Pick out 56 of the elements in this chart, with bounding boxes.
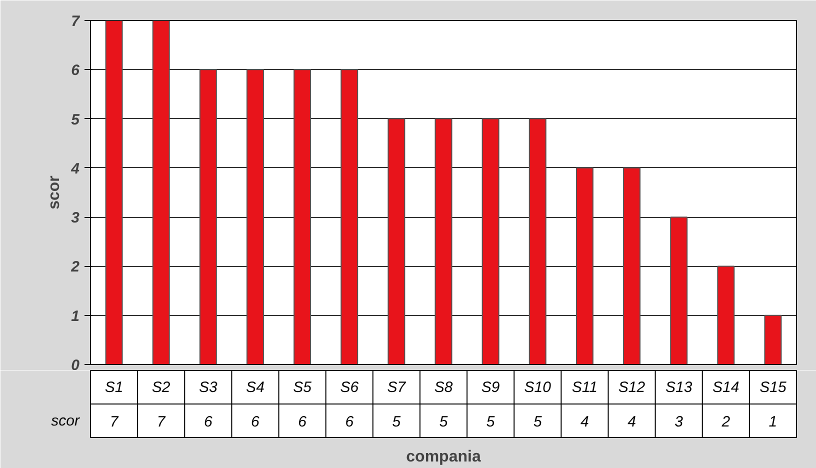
y-tick-label: 2 (70, 258, 80, 276)
data-label: 5 (486, 413, 496, 430)
x-tick-label: S5 (293, 378, 312, 396)
x-tick-label: S1 (104, 378, 124, 396)
data-label: 2 (720, 413, 731, 430)
data-label: 6 (204, 413, 213, 430)
bar (764, 314, 782, 364)
bar (670, 216, 688, 364)
y-tick-label: 0 (71, 357, 80, 374)
data-label: 7 (110, 413, 119, 430)
bar (528, 118, 546, 364)
y-tick-label: 4 (70, 160, 80, 178)
bar (340, 69, 358, 364)
x-tick-label: S2 (152, 378, 171, 396)
x-tick-label: S4 (246, 378, 264, 396)
data-label: 6 (251, 413, 260, 430)
bar (246, 69, 264, 364)
x-tick-label: S7 (387, 378, 406, 396)
x-tick-label: S10 (524, 378, 552, 396)
y-tick-label: 7 (71, 13, 80, 30)
bar (434, 118, 452, 364)
bar (152, 20, 170, 364)
x-tick-label: S14 (712, 378, 740, 396)
bar (388, 118, 406, 364)
x-axis-title: compania (406, 448, 481, 466)
bar (623, 167, 641, 364)
data-label: 3 (674, 413, 684, 430)
data-label: 6 (298, 413, 308, 430)
x-tick-label: S6 (340, 378, 360, 396)
bar (576, 167, 594, 364)
data-label: 7 (156, 413, 166, 430)
bar (482, 118, 500, 364)
y-axis-title: scor (46, 176, 64, 210)
data-label: 1 (768, 413, 778, 430)
x-tick-label: S11 (572, 378, 598, 396)
x-tick-label: S3 (198, 378, 218, 396)
bar (199, 69, 217, 364)
x-tick-label: S9 (481, 378, 500, 396)
bar (105, 20, 123, 364)
bar (717, 266, 735, 364)
y-tick-label: 5 (71, 111, 80, 128)
y-tick-label: 3 (71, 210, 80, 227)
x-tick-label: S13 (665, 378, 693, 396)
data-label: 5 (439, 413, 448, 430)
x-tick-label: S8 (434, 378, 454, 396)
data-label: 6 (345, 413, 354, 430)
bar (294, 69, 312, 364)
x-tick-label: S15 (760, 378, 787, 396)
data-label: 5 (533, 413, 542, 430)
data-label: 4 (580, 413, 589, 430)
x-tick-label: S12 (618, 378, 646, 396)
data-label: 4 (628, 413, 636, 430)
y-tick-label: 1 (71, 308, 80, 325)
text: scor (51, 412, 81, 430)
y-tick-label: 6 (71, 62, 80, 80)
data-label: 5 (392, 413, 402, 430)
